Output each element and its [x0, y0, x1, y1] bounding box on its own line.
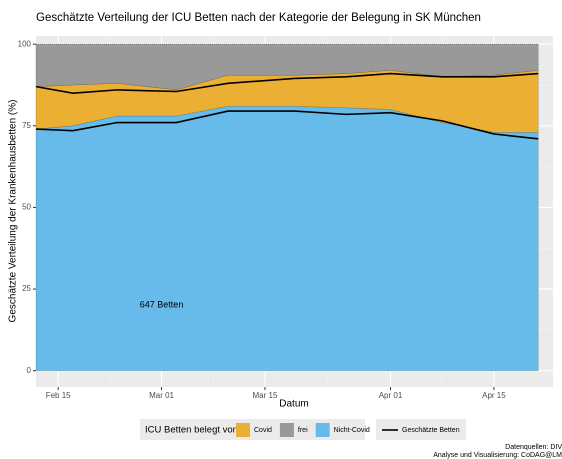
y-axis-title: Geschätzte Verteilung der Krankenhausbet… — [8, 100, 19, 323]
y-tick-label: 100 — [18, 39, 32, 48]
legend-swatch — [279, 423, 294, 437]
estimate-line — [35, 72, 539, 94]
legend-box — [376, 419, 466, 440]
x-tick-label: Apr 15 — [482, 391, 506, 400]
x-tick-label: Feb 15 — [46, 391, 71, 400]
area — [35, 105, 539, 371]
legend-label: Nicht-Covid — [334, 427, 370, 434]
legend-box — [140, 419, 365, 440]
caption: Datenquellen: DIV — [505, 444, 562, 451]
y-tick-label: 0 — [27, 366, 32, 375]
caption: Analyse und Visualisierung: CoDAG@LM — [433, 452, 562, 459]
legend-swatch — [315, 423, 330, 437]
x-tick-label: Apr 01 — [379, 391, 403, 400]
x-axis-title: Datum — [279, 399, 308, 410]
y-tick-label: 75 — [22, 121, 31, 130]
y-tick-label: 50 — [22, 203, 31, 212]
y-tick-label: 25 — [22, 284, 31, 293]
legend-swatch — [236, 423, 250, 437]
annotation: 647 Betten — [140, 300, 184, 310]
chart-title: Geschätzte Verteilung der ICU Betten nac… — [36, 12, 481, 24]
legend-label: Geschätzte Betten — [402, 427, 460, 434]
estimate-line — [35, 110, 539, 140]
x-tick-label: Mar 01 — [149, 391, 174, 400]
x-tick-label: Mar 15 — [253, 391, 278, 400]
legend-title: ICU Betten belegt von: — [145, 425, 241, 436]
legend-label: Covid — [254, 427, 272, 434]
legend-label: frei — [298, 427, 308, 434]
area — [35, 43, 539, 91]
